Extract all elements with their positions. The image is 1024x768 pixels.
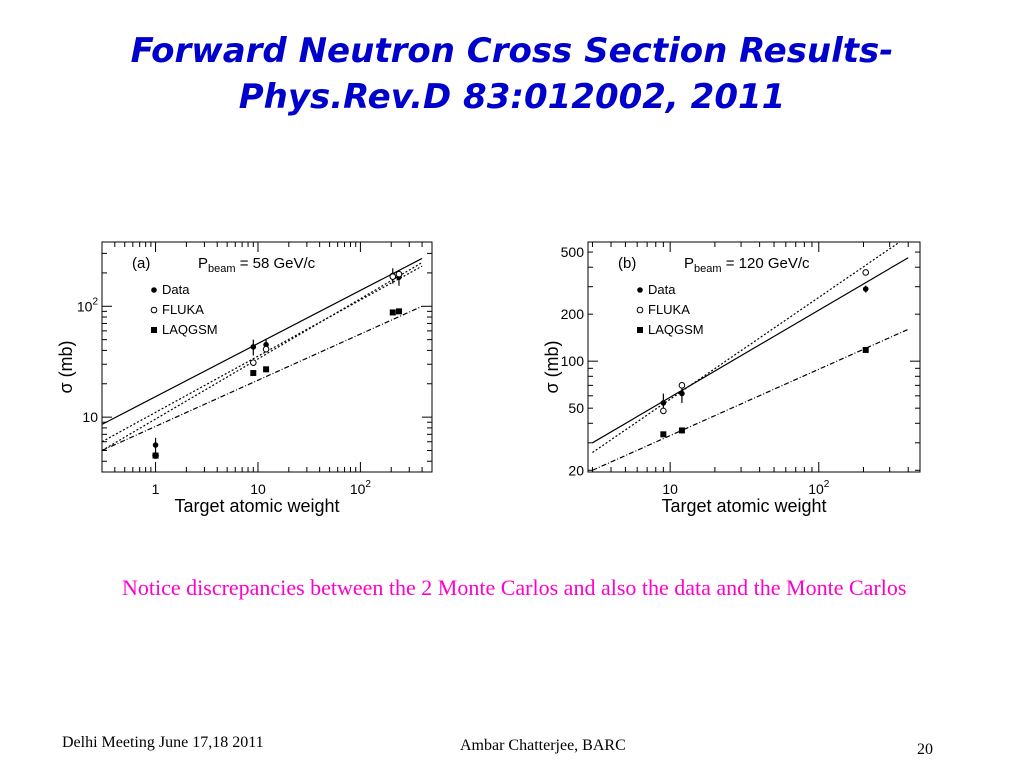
legend-marker-laqgsm (151, 327, 157, 333)
chart-panel-a: 1 10 102 10 102 Target atomic weight σ (mb) (a)… (56, 241, 433, 516)
footer-author: Ambar Chatterjee, BARC (460, 737, 626, 754)
y-tick-label: 100 (561, 353, 585, 369)
y-tick-label: 50 (568, 400, 584, 416)
beam-subscript: beam (694, 263, 722, 275)
x-axis-label: Target atomic weight (661, 496, 826, 516)
x-tick-label-exponent: 2 (824, 479, 830, 490)
legend-marker-laqgsm (637, 327, 643, 333)
x-tick-label: 102 (808, 479, 830, 497)
legend-marker-fluka (636, 306, 644, 314)
point-fluka (678, 382, 686, 389)
chart-panel-b: 10 102 20 50 100 200 500 Target atomic weight σ … (542, 241, 921, 516)
legend-marker-data (151, 287, 157, 293)
y-tick-label-exponent: 2 (92, 296, 98, 307)
y-tick-label: 20 (568, 462, 584, 478)
fit-line-solid (102, 257, 423, 425)
point-data (660, 400, 667, 406)
point-fluka (262, 345, 270, 353)
point-laqgsm (389, 309, 396, 316)
point-data (152, 442, 159, 448)
discrepancy-note: Notice discrepancies between the 2 Monte… (122, 575, 907, 600)
plot-frame (101, 241, 433, 473)
beam-momentum-label: Pbeam = 58 GeV/c (198, 255, 316, 275)
fit-line-dashdot (592, 328, 909, 471)
point-data (679, 390, 685, 397)
y-axis-label: σ (mb) (542, 340, 562, 393)
legend-marker-data (637, 287, 643, 293)
title-line-1: Forward Neutron Cross Section Results- (130, 31, 894, 71)
point-laqgsm (263, 366, 270, 373)
fit-line-dotted (592, 242, 900, 453)
point-laqgsm (862, 346, 869, 353)
y-tick-label: 500 (561, 244, 585, 260)
y-tick-label: 10 (82, 409, 98, 425)
x-tick-label-exponent: 2 (365, 479, 371, 490)
point-laqgsm (678, 427, 685, 434)
fit-line-dashdot (102, 305, 423, 452)
x-tick-label: 10 (250, 481, 266, 497)
point-fluka (395, 270, 403, 278)
point-laqgsm (395, 308, 402, 315)
legend-marker-fluka (150, 306, 158, 314)
point-fluka (862, 269, 870, 276)
beam-subscript: beam (208, 263, 236, 275)
legend-label-data: Data (648, 282, 676, 297)
legend-label-fluka: FLUKA (648, 302, 690, 317)
title-line-2: Phys.Rev.D 83:012002, 2011 (238, 77, 786, 117)
beam-momentum-label: Pbeam = 120 GeV/c (684, 255, 810, 275)
legend-label-laqgsm: LAQGSM (648, 322, 704, 337)
point-fluka (249, 359, 257, 366)
panel-label: (a) (132, 255, 150, 272)
legend-label-laqgsm: LAQGSM (162, 322, 218, 337)
point-data (263, 341, 269, 348)
fit-line-dotted (102, 265, 423, 443)
beam-value: = 120 GeV/c (722, 255, 810, 272)
legend-label-data: Data (162, 282, 190, 297)
point-data (862, 286, 869, 292)
point-laqgsm (250, 370, 257, 377)
point-laqgsm (152, 452, 159, 459)
fit-line-dotted (102, 262, 423, 452)
point-data (250, 344, 257, 350)
beam-value: = 58 GeV/c (236, 255, 316, 272)
point-fluka (660, 407, 667, 415)
panel-label: (b) (618, 255, 636, 272)
slide-title: Forward Neutron Cross Section Results- P… (0, 28, 1024, 120)
plot-frame (587, 241, 921, 473)
y-tick-label: 102 (77, 296, 99, 314)
legend-label-fluka: FLUKA (162, 302, 204, 317)
y-tick-label: 200 (561, 306, 585, 322)
x-tick-label: 1 (152, 481, 160, 497)
x-tick-label: 102 (350, 479, 372, 497)
footer-meeting: Delhi Meeting June 17,18 2011 (62, 734, 264, 751)
point-fluka (389, 273, 397, 280)
x-tick-label: 10 (662, 481, 678, 497)
point-laqgsm (660, 431, 667, 438)
footer-page-number: 20 (917, 741, 933, 758)
y-axis-label: σ (mb) (56, 340, 76, 393)
fit-line-solid (592, 257, 909, 444)
x-axis-label: Target atomic weight (174, 496, 339, 516)
